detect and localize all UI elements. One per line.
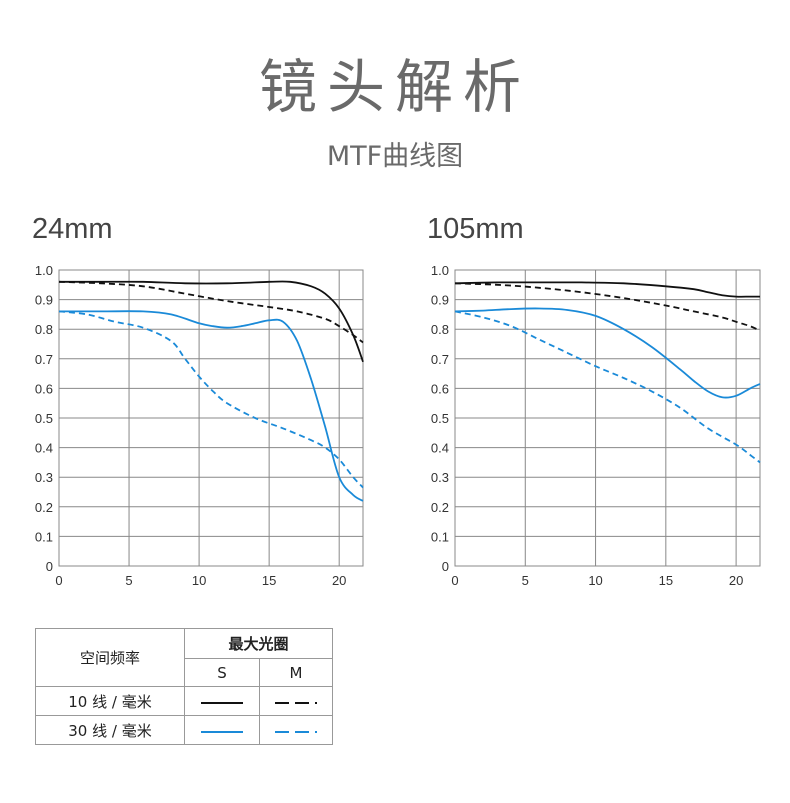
x-tick-label: 0 bbox=[451, 573, 458, 588]
x-tick-label: 15 bbox=[262, 573, 276, 588]
page-subtitle: MTF曲线图 bbox=[326, 141, 464, 172]
chart-24mm: 0 0.1 0.2 0.3 0.4 0.5 0.6 0.7 0.8 0.9 1.0 0 5 10 15 20 bbox=[35, 263, 364, 588]
y-tick-label: 0.7 bbox=[431, 352, 449, 367]
y-tick-label: 0.9 bbox=[35, 293, 53, 308]
mtf-charts: 24mm 105mm 0 0.1 0.2 0.3 0.4 0.5 0.6 0.7 0.8 0.9 1… bbox=[32, 213, 761, 588]
y-tick-label: 0 bbox=[46, 559, 53, 574]
x-tick-label: 0 bbox=[55, 573, 62, 588]
legend-table: 空间频率 最大光圈 S M 10 线 / 毫米 30 线 / 毫米 bbox=[35, 628, 333, 745]
legend-row-label: 10 线 / 毫米 bbox=[35, 686, 185, 716]
page-title: 镜头解析 bbox=[258, 53, 531, 121]
legend-swatch-10-m bbox=[259, 686, 333, 716]
y-tick-label: 0.2 bbox=[35, 500, 53, 515]
y-tick-label: 0.5 bbox=[35, 411, 53, 426]
y-tick-label: 1.0 bbox=[431, 263, 449, 278]
y-tick-label: 0.3 bbox=[431, 470, 449, 485]
y-tick-label: 0.2 bbox=[431, 500, 449, 515]
chart-title-24mm: 24mm bbox=[32, 213, 113, 245]
x-tick-label: 15 bbox=[659, 573, 673, 588]
chart-105mm: 0 0.1 0.2 0.3 0.4 0.5 0.6 0.7 0.8 0.9 1.0 0 5 10 15 20 bbox=[431, 263, 761, 588]
series-line-30-S bbox=[59, 310, 364, 502]
y-tick-label: 0.9 bbox=[431, 293, 449, 308]
x-tick-label: 5 bbox=[522, 573, 529, 588]
y-tick-label: 0.3 bbox=[35, 470, 53, 485]
x-tick-label: 20 bbox=[332, 573, 346, 588]
series-line-10-M bbox=[58, 280, 364, 344]
series-line-30-S bbox=[454, 307, 761, 399]
legend-swatch-10-s bbox=[184, 686, 260, 716]
legend-header-aperture: 最大光圈 bbox=[184, 628, 333, 659]
x-tick-label: 10 bbox=[588, 573, 602, 588]
x-tick-label: 5 bbox=[125, 573, 132, 588]
y-tick-label: 0.1 bbox=[35, 529, 53, 544]
legend-header-s: S bbox=[184, 658, 260, 687]
x-tick-label: 20 bbox=[729, 573, 743, 588]
legend-header-m: M bbox=[259, 658, 333, 687]
legend-swatch-30-s bbox=[184, 715, 260, 745]
y-tick-label: 0.5 bbox=[431, 411, 449, 426]
x-tick-label: 10 bbox=[192, 573, 206, 588]
series-line-10-M bbox=[454, 282, 761, 332]
y-tick-label: 0.6 bbox=[431, 381, 449, 396]
series-line-30-M bbox=[58, 310, 364, 489]
y-tick-label: 0.8 bbox=[35, 322, 53, 337]
y-tick-label: 0.6 bbox=[35, 381, 53, 396]
legend-header-frequency: 空间频率 bbox=[35, 628, 185, 687]
series-line-30-M bbox=[454, 310, 761, 464]
y-tick-label: 0.7 bbox=[35, 352, 53, 367]
y-tick-label: 0.4 bbox=[35, 441, 53, 456]
legend-swatch-30-m bbox=[259, 715, 333, 745]
chart-title-105mm: 105mm bbox=[427, 213, 524, 245]
series-line-10-S bbox=[59, 280, 364, 363]
y-tick-label: 0.4 bbox=[431, 441, 449, 456]
y-tick-label: 0.1 bbox=[431, 529, 449, 544]
legend-row-label: 30 线 / 毫米 bbox=[35, 715, 185, 745]
y-tick-label: 1.0 bbox=[35, 263, 53, 278]
y-tick-label: 0.8 bbox=[431, 322, 449, 337]
y-tick-label: 0 bbox=[442, 559, 449, 574]
series-line-10-S bbox=[454, 281, 760, 298]
